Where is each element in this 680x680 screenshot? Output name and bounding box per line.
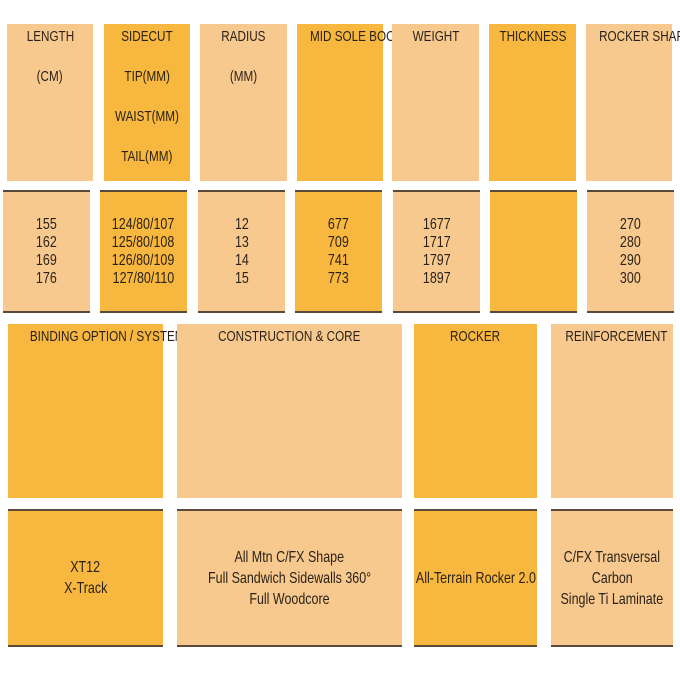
feature-header: ROCKER	[450, 328, 501, 345]
value: 773	[328, 269, 349, 287]
feature-line: Single Ti Laminate	[560, 590, 664, 608]
value-cell-1: 124/80/107 125/80/108 126/80/109 127/80/110	[100, 190, 187, 313]
value: 1717	[422, 233, 451, 251]
feature-header: BINDING OPTION / SYSTEM	[29, 328, 185, 345]
value: 300	[620, 269, 641, 287]
column-unit: WAIST(MM)	[115, 108, 179, 125]
value: 126/80/109	[112, 251, 175, 269]
value: 12	[234, 215, 249, 233]
feature-value-cell-0: XT12 X-Track	[8, 509, 163, 647]
feature-line: C/FX Transversal	[563, 548, 661, 566]
value: 1797	[422, 251, 451, 269]
value: 14	[234, 251, 249, 269]
column-header: RADIUS	[221, 28, 266, 45]
value: 290	[620, 251, 641, 269]
value-cell-0: 155 162 169 176	[3, 190, 90, 313]
header-cell-5: THICKNESS	[489, 24, 576, 181]
value: 1897	[422, 269, 451, 287]
column-header: ROCKER SHAPE	[599, 28, 680, 45]
value-cell-4: 1677 1717 1797 1897	[393, 190, 480, 313]
header-cell-2: RADIUS (MM)	[200, 24, 287, 181]
feature-line: X-Track	[63, 580, 108, 597]
value: 169	[36, 251, 57, 269]
column-unit: (MM)	[229, 68, 258, 85]
value: 162	[36, 233, 57, 251]
value: 677	[328, 215, 349, 233]
column-header: WEIGHT	[412, 28, 459, 45]
feature-header-cell-0: BINDING OPTION / SYSTEM	[8, 324, 185, 498]
value-cell-2: 12 13 14 15	[198, 190, 285, 313]
feature-value-cell-2: All-Terrain Rocker 2.0	[414, 509, 537, 647]
header-cell-6: ROCKER SHAPE	[586, 24, 680, 181]
feature-line: XT12	[70, 559, 101, 576]
feature-header-cell-1: CONSTRUCTION & CORE	[177, 324, 402, 498]
header-cell-0: LENGTH (CM)	[7, 24, 93, 181]
feature-value-cell-1: All Mtn C/FX Shape Full Sandwich Sidewall…	[177, 509, 402, 647]
column-unit: (CM)	[36, 68, 63, 85]
feature-header: CONSTRUCTION & CORE	[218, 328, 361, 345]
value: 709	[328, 233, 349, 251]
value-cell-6: 270 280 290 300	[587, 190, 674, 313]
value: 270	[620, 215, 641, 233]
value: 13	[234, 233, 249, 251]
column-header: THICKNESS	[499, 28, 566, 45]
header-cell-3: MID SOLE BOOT	[297, 24, 402, 181]
value: 741	[328, 251, 349, 269]
value: 124/80/107	[112, 215, 175, 233]
value: 127/80/110	[112, 269, 175, 287]
feature-line: All-Terrain Rocker 2.0	[415, 569, 536, 587]
feature-value-cell-3: C/FX Transversal Carbon Single Ti Laminate	[551, 509, 673, 647]
feature-header: REINFORCEMENT	[565, 328, 668, 345]
column-unit: TAIL(MM)	[121, 148, 173, 165]
value: 155	[36, 215, 57, 233]
feature-header-cell-3: REINFORCEMENT	[551, 324, 673, 498]
value: 176	[36, 269, 57, 287]
value-cell-5	[490, 190, 577, 313]
feature-line: All Mtn C/FX Shape	[234, 548, 345, 566]
feature-line: Carbon	[591, 569, 633, 587]
header-cell-1: SIDECUT TIP(MM) WAIST(MM) TAIL(MM)	[104, 24, 190, 181]
column-unit: TIP(MM)	[124, 68, 170, 85]
value: 280	[620, 233, 641, 251]
value-cell-3: 677 709 741 773	[295, 190, 382, 313]
feature-line: Full Sandwich Sidewalls 360°	[207, 569, 372, 587]
column-header: SIDECUT	[121, 28, 173, 45]
feature-header-cell-2: ROCKER	[414, 324, 537, 498]
value: 1677	[422, 215, 451, 233]
header-cell-4: WEIGHT	[392, 24, 479, 181]
column-header: MID SOLE BOOT	[310, 28, 403, 45]
value: 125/80/108	[112, 233, 175, 251]
column-header: LENGTH	[26, 28, 74, 45]
feature-line: Full Woodcore	[249, 590, 330, 608]
value: 15	[234, 269, 249, 287]
